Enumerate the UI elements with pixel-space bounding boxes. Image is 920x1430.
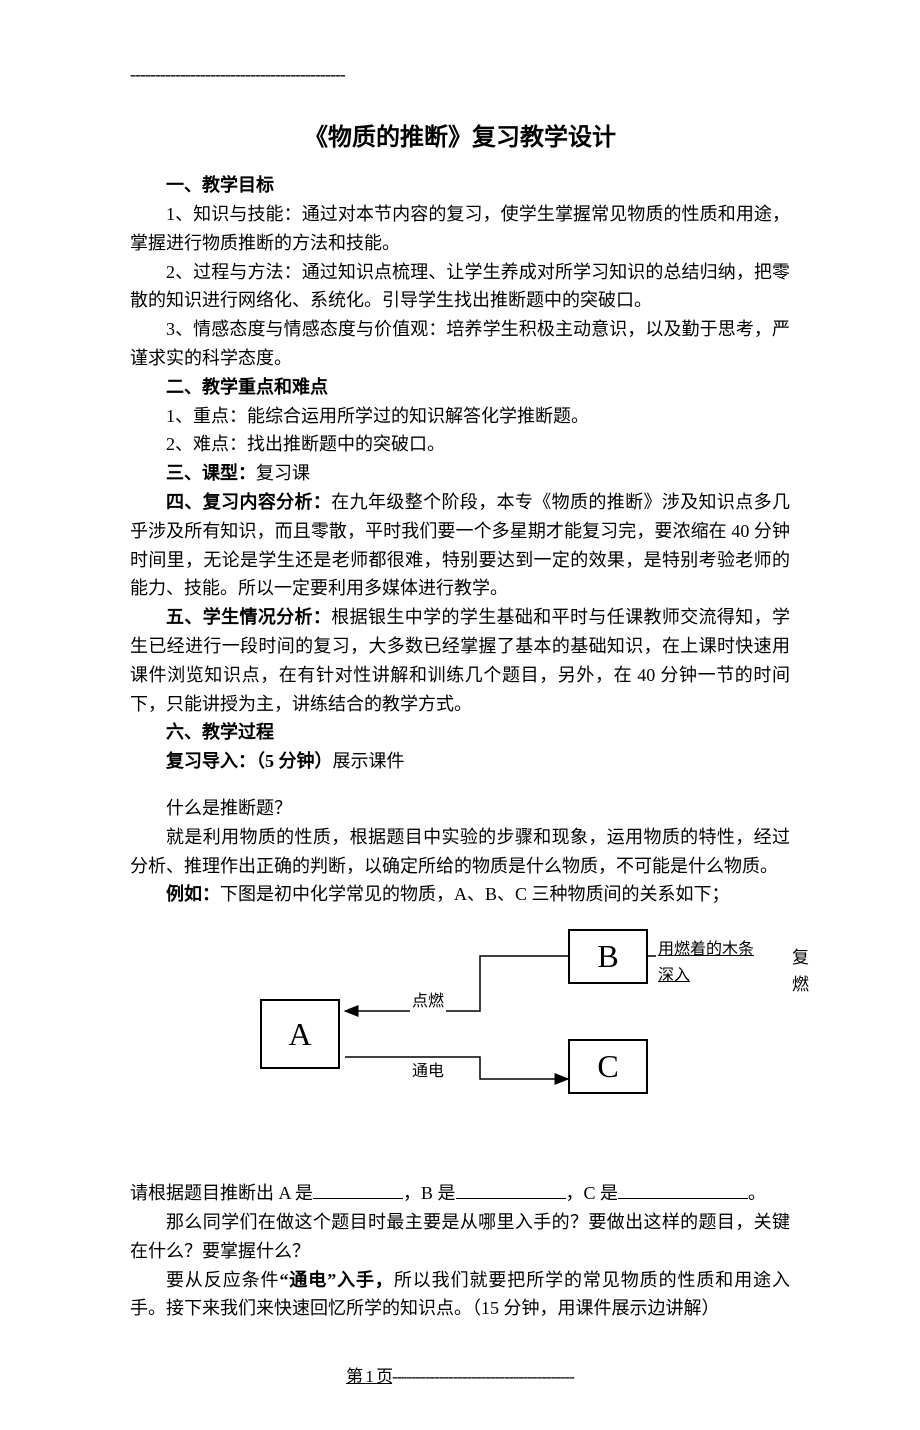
example-rest: 下图是初中化学常见的物质，A、B、C 三种物质间的关系如下； — [220, 884, 730, 904]
section-1-p3: 3、情感态度与情感态度与价值观：培养学生积极主动意识，以及勤于思考，严谨求实的科… — [130, 315, 790, 373]
section-2-heading: 二、教学重点和难点 — [130, 373, 790, 402]
section-2-p2: 2、难点：找出推断题中的突破口。 — [130, 430, 790, 459]
blank-a — [313, 1179, 403, 1199]
node-a: A — [260, 999, 340, 1069]
footer-page: 1 — [365, 1367, 373, 1386]
section-6-heading: 六、教学过程 — [130, 718, 790, 747]
fill-prefix: 请根据题目推断出 A 是 — [130, 1183, 313, 1203]
footer-rule: 第 1 页-----------------------------------… — [130, 1363, 790, 1390]
section-4-heading: 四、复习内容分析： — [166, 492, 331, 512]
edge-label-b-out: 用燃着的木条深入 — [656, 937, 770, 988]
section-5-para: 五、学生情况分析：根据银生中学的学生基础和平时与任课教师交流得知，学生已经进行一… — [130, 603, 790, 718]
node-b: B — [568, 929, 648, 984]
section-1-heading: 一、教学目标 — [130, 171, 790, 200]
relationship-diagram: A B C 点燃 通电 用燃着的木条深入 复燃 — [150, 929, 770, 1139]
section-5-heading: 五、学生情况分析： — [166, 607, 331, 627]
section-3-heading: 三、课型： — [166, 463, 256, 483]
section-6b-line: 复习导入：（5 分钟）展示课件 — [130, 747, 790, 776]
question-title: 什么是推断题？ — [130, 794, 790, 823]
section-3-rest: 复习课 — [256, 463, 310, 483]
example-heading: 例如： — [166, 884, 220, 904]
node-c: C — [568, 1039, 648, 1094]
fill-b: ，B 是 — [403, 1183, 456, 1203]
blank-c — [618, 1179, 748, 1199]
footer-dashes: --------------------------------------- — [392, 1367, 574, 1386]
page-title: 《物质的推断》复习教学设计 — [130, 119, 790, 157]
after-p2a: 要从反应条件 — [166, 1270, 279, 1290]
edge-label-ac: 通电 — [410, 1059, 446, 1085]
section-3-line: 三、课型：复习课 — [130, 459, 790, 488]
edge-label-ab: 点燃 — [410, 989, 446, 1015]
section-4-para: 四、复习内容分析：在九年级整个阶段，本专《物质的推断》涉及知识点多几乎涉及所有知… — [130, 488, 790, 603]
footer-pre: 第 — [346, 1367, 365, 1386]
section-1-p1: 1、知识与技能：通过对本节内容的复习，使学生掌握常见物质的性质和用途，掌握进行物… — [130, 200, 790, 258]
section-6b-heading: 复习导入：（5 分钟） — [166, 751, 333, 771]
question-body: 就是利用物质的性质，根据题目中实验的步骤和现象，运用物质的特性，经过分析、推理作… — [130, 823, 790, 881]
after-p1: 那么同学们在做这个题目时最主要是从哪里入手的？要做出这样的题目，关键在什么？要掌… — [130, 1208, 790, 1266]
after-p2-bold: “通电”入手， — [279, 1270, 393, 1290]
fill-blank-line: 请根据题目推断出 A 是 ，B 是 ，C 是 。 — [130, 1179, 790, 1208]
section-6b-rest: 展示课件 — [333, 751, 405, 771]
fill-end: 。 — [748, 1183, 766, 1203]
section-1-p2: 2、过程与方法：通过知识点梳理、让学生养成对所学习知识的总结归纳，把零散的知识进… — [130, 258, 790, 316]
example-line: 例如：下图是初中化学常见的物质，A、B、C 三种物质间的关系如下； — [130, 880, 790, 909]
after-p2: 要从反应条件“通电”入手，所以我们就要把所学的常见物质的性质和用途入手。接下来我… — [130, 1266, 790, 1324]
footer-post: 页 — [373, 1367, 392, 1386]
edge-label-b-out2: 复燃 — [790, 944, 811, 998]
header-rule: ----------------------------------------… — [130, 60, 790, 89]
fill-c: ，C 是 — [566, 1183, 619, 1203]
section-2-p1: 1、重点：能综合运用所学过的知识解答化学推断题。 — [130, 402, 790, 431]
blank-b — [456, 1179, 566, 1199]
